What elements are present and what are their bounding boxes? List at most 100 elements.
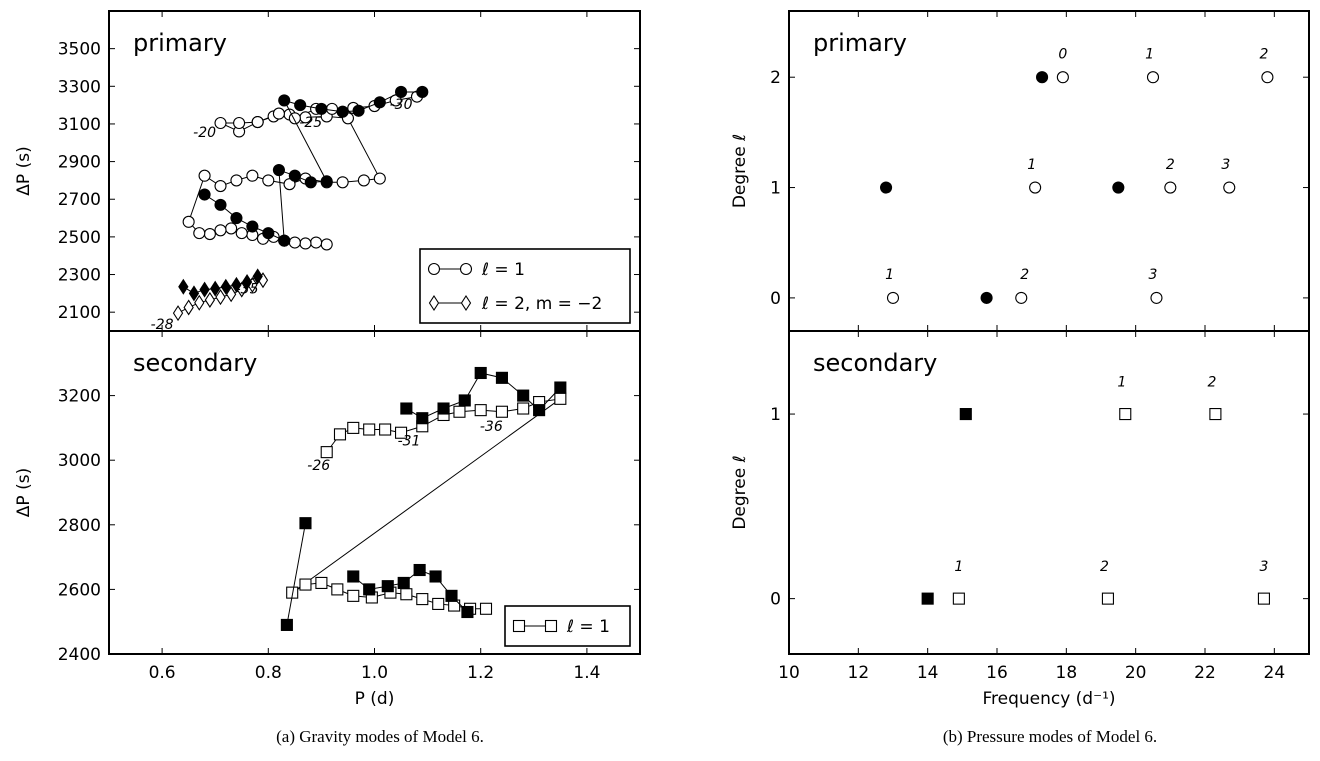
- data-point: [495, 405, 508, 418]
- panel-label: primary: [133, 29, 227, 57]
- mode-order-label: -31: [398, 434, 421, 450]
- data-point: [182, 215, 195, 228]
- data-point: [394, 426, 408, 439]
- data-point: [397, 576, 410, 589]
- data-point: [1150, 291, 1163, 304]
- data-point: [193, 227, 206, 240]
- data-point: [231, 276, 242, 293]
- data-point: [357, 174, 370, 187]
- ytick-label: 2300: [58, 266, 101, 286]
- ytick-label: 2800: [58, 516, 101, 536]
- data-point: [183, 299, 194, 316]
- series-2-filled-square: [280, 517, 312, 631]
- ytick-label: 2: [770, 68, 781, 88]
- data-point: [333, 428, 347, 441]
- data-point: [294, 99, 307, 112]
- data-point: [952, 592, 965, 605]
- data-point: [235, 227, 248, 240]
- data-point: [278, 234, 291, 247]
- data-point: [272, 164, 285, 177]
- data-point: [320, 238, 333, 251]
- data-point: [225, 222, 238, 235]
- data-point: [331, 583, 344, 596]
- data-point: [479, 602, 493, 615]
- data-point: [921, 592, 934, 605]
- data-point: [416, 593, 429, 606]
- data-point: [886, 291, 900, 304]
- data-point: [413, 563, 426, 577]
- mode-order-label: -26: [307, 458, 330, 474]
- mode-order-label: 2: [1020, 267, 1029, 283]
- xtick-label: 1.4: [573, 663, 600, 683]
- data-point: [1164, 181, 1177, 194]
- series-line: [286, 523, 306, 626]
- y-axis-label: Degree ℓ: [730, 455, 750, 529]
- data-point: [1112, 181, 1125, 194]
- caption-pressure-modes: (b) Pressure modes of Model 6.: [942, 727, 1158, 746]
- legend-box: [419, 248, 631, 324]
- data-point: [299, 517, 312, 530]
- data-point: [325, 102, 339, 115]
- mode-order-label: 2: [1100, 559, 1109, 575]
- data-point: [288, 236, 301, 249]
- ytick-label: 3200: [58, 387, 101, 407]
- data-point: [1056, 71, 1069, 84]
- panel-label: primary: [813, 29, 907, 57]
- panel-label: secondary: [133, 349, 257, 377]
- data-point: [225, 286, 237, 303]
- data-point: [363, 583, 376, 596]
- ytick-label: 0: [770, 289, 781, 309]
- data-point: [495, 371, 508, 384]
- data-point: [381, 580, 394, 593]
- mode-order-label: 2: [1259, 46, 1268, 62]
- data-point: [199, 281, 210, 298]
- xtick-label: 0.6: [149, 663, 176, 683]
- data-point: [554, 392, 567, 405]
- data-point: [461, 605, 474, 619]
- y-axis-label: ΔP (s): [14, 468, 34, 517]
- data-point: [1036, 71, 1049, 84]
- data-point: [230, 212, 243, 225]
- data-point: [246, 220, 259, 233]
- data-point: [336, 105, 349, 118]
- data-point: [215, 289, 226, 306]
- data-point: [304, 176, 317, 189]
- ytick-label: 0: [770, 590, 781, 610]
- xtick-label: 0.8: [255, 663, 282, 683]
- data-point: [379, 423, 392, 436]
- data-point: [980, 291, 993, 304]
- legend-marker: [512, 619, 526, 633]
- data-point: [188, 285, 200, 302]
- data-point: [416, 412, 429, 425]
- ytick-label: 3300: [58, 77, 101, 97]
- series-0-open-square: [952, 408, 1270, 605]
- data-point: [347, 421, 360, 434]
- data-point: [363, 423, 376, 436]
- ytick-label: 2400: [58, 645, 101, 665]
- data-point: [252, 268, 263, 285]
- mode-order-label: 2: [1166, 157, 1175, 173]
- data-point: [241, 274, 253, 291]
- data-point: [1223, 181, 1236, 194]
- data-point: [517, 402, 530, 415]
- data-point: [251, 116, 264, 129]
- panel-gravity-secondary: 2400 2600 2800 3000 3200 0.6 0.8 1.0 1.2 1.4 secon…: [14, 330, 641, 709]
- ytick-label: 2600: [58, 580, 101, 600]
- ytick-label: 3100: [58, 115, 101, 135]
- mode-order-label: 1: [954, 559, 963, 575]
- ytick-label: 2100: [58, 303, 101, 323]
- data-point: [178, 278, 189, 295]
- data-point: [474, 404, 487, 417]
- xtick-label: 20: [1125, 663, 1147, 683]
- data-point: [347, 589, 360, 602]
- x-axis-label: P (d): [355, 689, 395, 709]
- mode-order-label: 1: [1145, 46, 1154, 62]
- mode-order-label: 2: [1207, 374, 1216, 390]
- x-axis-label: Frequency (d⁻¹): [982, 689, 1115, 709]
- data-point: [445, 589, 458, 602]
- data-point: [373, 172, 386, 185]
- data-point: [320, 446, 333, 459]
- ytick-label: 3500: [58, 40, 101, 60]
- data-point: [429, 570, 442, 583]
- mode-order-label: 3: [1221, 157, 1230, 173]
